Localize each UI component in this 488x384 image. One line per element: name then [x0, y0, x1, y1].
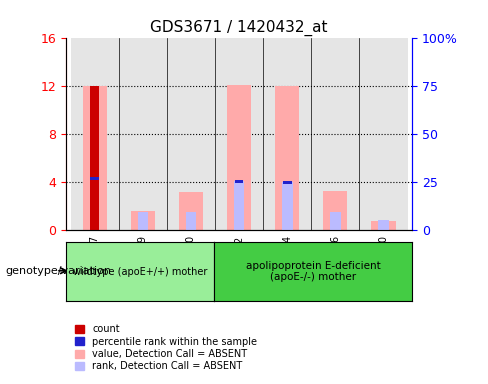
- Bar: [71, 38, 119, 230]
- Bar: [138, 212, 148, 230]
- Title: GDS3671 / 1420432_at: GDS3671 / 1420432_at: [150, 20, 328, 36]
- Bar: [167, 38, 215, 230]
- Bar: [282, 182, 292, 230]
- Bar: [311, 38, 360, 230]
- Bar: [234, 181, 244, 230]
- Bar: [360, 38, 407, 230]
- Bar: [83, 86, 107, 230]
- Bar: [215, 38, 263, 230]
- Bar: [131, 211, 155, 230]
- Text: genotype/variation: genotype/variation: [5, 266, 111, 276]
- Bar: [186, 212, 196, 230]
- Bar: [179, 192, 203, 230]
- Bar: [324, 191, 347, 230]
- Bar: [235, 180, 244, 183]
- Text: wildtype (apoE+/+) mother: wildtype (apoE+/+) mother: [73, 266, 207, 277]
- Bar: [275, 86, 299, 230]
- Legend: count, percentile rank within the sample, value, Detection Call = ABSENT, rank, : count, percentile rank within the sample…: [71, 320, 261, 375]
- Bar: [263, 38, 311, 230]
- Text: apolipoprotein E-deficient
(apoE-/-) mother: apolipoprotein E-deficient (apoE-/-) mot…: [246, 261, 381, 283]
- Bar: [371, 221, 395, 230]
- Bar: [330, 212, 341, 230]
- Bar: [227, 85, 251, 230]
- Bar: [378, 220, 389, 230]
- Bar: [90, 177, 99, 180]
- Bar: [283, 181, 291, 184]
- Bar: [90, 86, 99, 230]
- Bar: [119, 38, 167, 230]
